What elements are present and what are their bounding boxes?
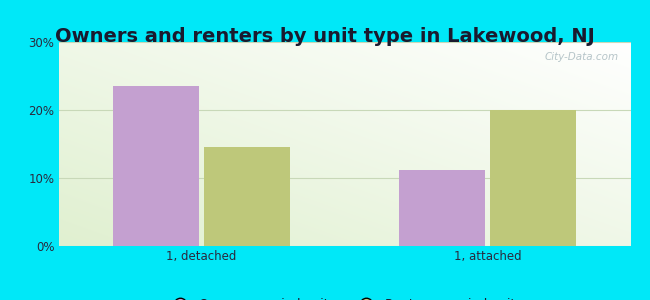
Bar (113, 86, 199, 246)
Text: City-Data.com: City-Data.com (545, 52, 619, 62)
Text: Owners and renters by unit type in Lakewood, NJ: Owners and renters by unit type in Lakew… (55, 27, 595, 46)
Bar (399, 170, 485, 246)
Legend: Owner occupied units, Renter occupied units: Owner occupied units, Renter occupied un… (162, 293, 526, 300)
Bar (204, 147, 290, 246)
Bar (490, 110, 576, 246)
